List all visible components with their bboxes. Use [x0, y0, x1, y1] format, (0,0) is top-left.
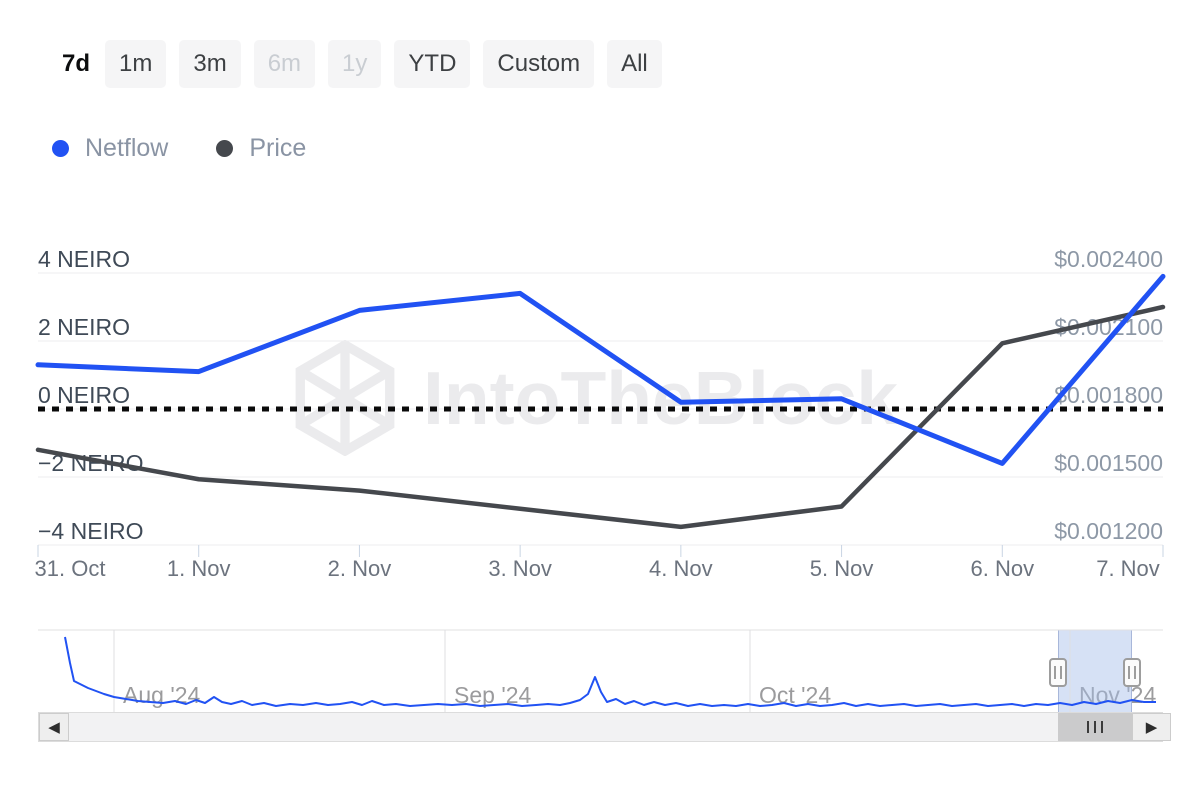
thumb-grip-icon: [1087, 721, 1089, 733]
range-button-6m: 6m: [253, 40, 316, 88]
left-axis-tick-label: 4 NEIRO: [38, 246, 131, 272]
x-axis-tick-label: 31. Oct: [34, 556, 106, 581]
range-button-3m[interactable]: 3m: [179, 40, 241, 88]
triangle-left-icon: ◀: [48, 719, 60, 736]
legend-label: Price: [249, 134, 307, 162]
navigator-handle-left[interactable]: [1049, 658, 1067, 687]
thumb-grip-icon: [1094, 721, 1096, 733]
x-axis-tick-label: 2. Nov: [327, 556, 392, 581]
scrollbar-thumb[interactable]: [1058, 713, 1132, 741]
range-button-7d[interactable]: 7d: [60, 40, 92, 88]
x-axis-tick-label: 6. Nov: [970, 556, 1035, 581]
chart-legend: Netflow Price: [52, 134, 306, 163]
range-button-1m[interactable]: 1m: [105, 40, 167, 88]
range-button-all[interactable]: All: [607, 40, 662, 88]
legend-marker-icon: [52, 140, 69, 157]
legend-marker-icon: [216, 140, 234, 157]
range-button-1y: 1y: [328, 40, 382, 88]
x-axis-tick-label: 4. Nov: [649, 556, 713, 581]
scroll-left-button[interactable]: ◀: [39, 713, 69, 741]
legend-item-netflow[interactable]: Netflow: [52, 134, 168, 163]
legend-item-price[interactable]: Price: [216, 134, 306, 163]
navigator-area[interactable]: [38, 630, 1163, 712]
thumb-grip-icon: [1101, 721, 1103, 733]
horizontal-scrollbar[interactable]: ◀ ▶: [38, 712, 1171, 742]
legend-label: Netflow: [85, 134, 169, 162]
drag-grip-icon: [1054, 666, 1062, 679]
triangle-right-icon: ▶: [1145, 719, 1158, 736]
scroll-right-button[interactable]: ▶: [1132, 713, 1171, 741]
time-range-toolbar: 7d 1m 3m 6m 1y YTD Custom All: [60, 40, 662, 88]
right-axis-tick-label: $0.002400: [1054, 246, 1163, 272]
x-axis-tick-label: 7. Nov: [1096, 556, 1160, 581]
drag-grip-icon: [1128, 666, 1136, 679]
x-axis-tick-label: 5. Nov: [809, 556, 874, 581]
range-button-ytd[interactable]: YTD: [394, 40, 471, 88]
x-axis-tick-label: 3. Nov: [488, 556, 552, 581]
chart-plot-area[interactable]: [38, 250, 1163, 546]
range-button-custom[interactable]: Custom: [483, 40, 595, 88]
navigator-handle-right[interactable]: [1123, 658, 1141, 687]
x-axis-tick-label: 1. Nov: [166, 556, 231, 581]
